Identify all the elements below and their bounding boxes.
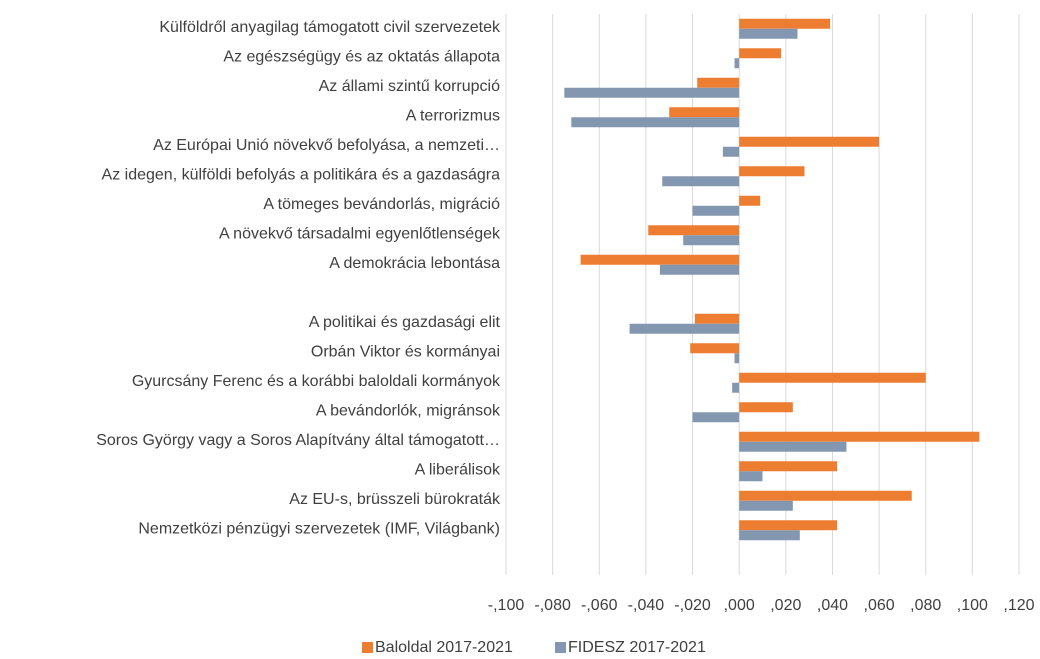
y-tick-label: A növekvő társadalmi egyenlőtlenségek [219,225,501,242]
y-tick-label: Orbán Viktor és kormányai [311,343,500,360]
bar [739,520,838,531]
y-tick-label: A liberálisok [415,461,501,478]
bar [739,28,798,39]
bar [734,353,740,364]
bar [683,235,740,246]
bar [739,431,980,442]
bar [739,500,793,511]
bar [571,117,740,128]
y-tick-label: Az állami szintű korrupció [319,78,501,95]
bar [739,402,793,413]
bar [580,254,740,265]
bar [739,166,805,177]
bar [662,176,740,187]
y-tick-label: Az egészségügy és az oktatás állapota [223,48,500,65]
y-tick-label: Gyurcsány Ferenc és a korábbi baloldali … [132,373,501,390]
bar [739,18,831,29]
y-tick-label: A politikai és gazdasági elit [309,314,501,331]
x-tick-label: ,120 [1003,597,1034,614]
y-tick-label: Külföldről anyagilag támogatott civil sz… [159,19,501,36]
bar [692,205,740,216]
y-tick-label: Az idegen, külföldi befolyás a politikár… [102,166,501,183]
y-tick-label: A bevándorlók, migránsok [316,402,501,419]
bar [732,382,740,393]
bar [690,343,740,354]
x-tick-label: -,040 [628,597,665,614]
bar [722,146,740,157]
bar [629,323,740,334]
bar [739,372,926,383]
bar [739,471,763,482]
x-tick-label: ,040 [817,597,848,614]
legend-swatch [362,642,373,653]
x-tick-label: -,100 [488,597,525,614]
bar [648,225,740,236]
bar [739,441,847,452]
bar [697,77,740,88]
bar [739,136,880,147]
legend-label: Baloldal 2017-2021 [375,639,513,656]
x-tick-label: -,060 [581,597,618,614]
bar [739,530,800,541]
x-tick-label: -,020 [674,597,711,614]
bar [669,107,740,118]
bar [739,195,761,206]
x-tick-label: ,020 [770,597,801,614]
bar [734,58,740,69]
y-tick-label: A tömeges bevándorlás, migráció [263,196,500,213]
bar [659,264,740,275]
y-tick-label: Soros György vagy a Soros Alapítvány ált… [96,432,500,449]
y-tick-label: Nemzetközi pénzügyi szervezetek (IMF, Vi… [138,520,500,537]
bar [739,461,838,472]
bar [739,48,782,59]
y-tick-label: A terrorizmus [406,107,500,124]
bar [694,313,740,324]
y-tick-label: Az Európai Unió növekvő befolyása, a nem… [153,137,500,154]
x-tick-label: ,000 [724,597,755,614]
bar [692,412,740,423]
x-tick-label: ,060 [864,597,895,614]
x-tick-label: ,100 [957,597,988,614]
y-tick-label: A demokrácia lebontása [329,255,500,272]
bar [739,490,912,501]
y-tick-label: Az EU-s, brüsszeli bürokraták [289,491,501,508]
legend-swatch [555,642,566,653]
legend-label: FIDESZ 2017-2021 [568,639,706,656]
bar [564,87,740,98]
x-tick-label: ,080 [910,597,941,614]
x-tick-label: -,080 [534,597,571,614]
